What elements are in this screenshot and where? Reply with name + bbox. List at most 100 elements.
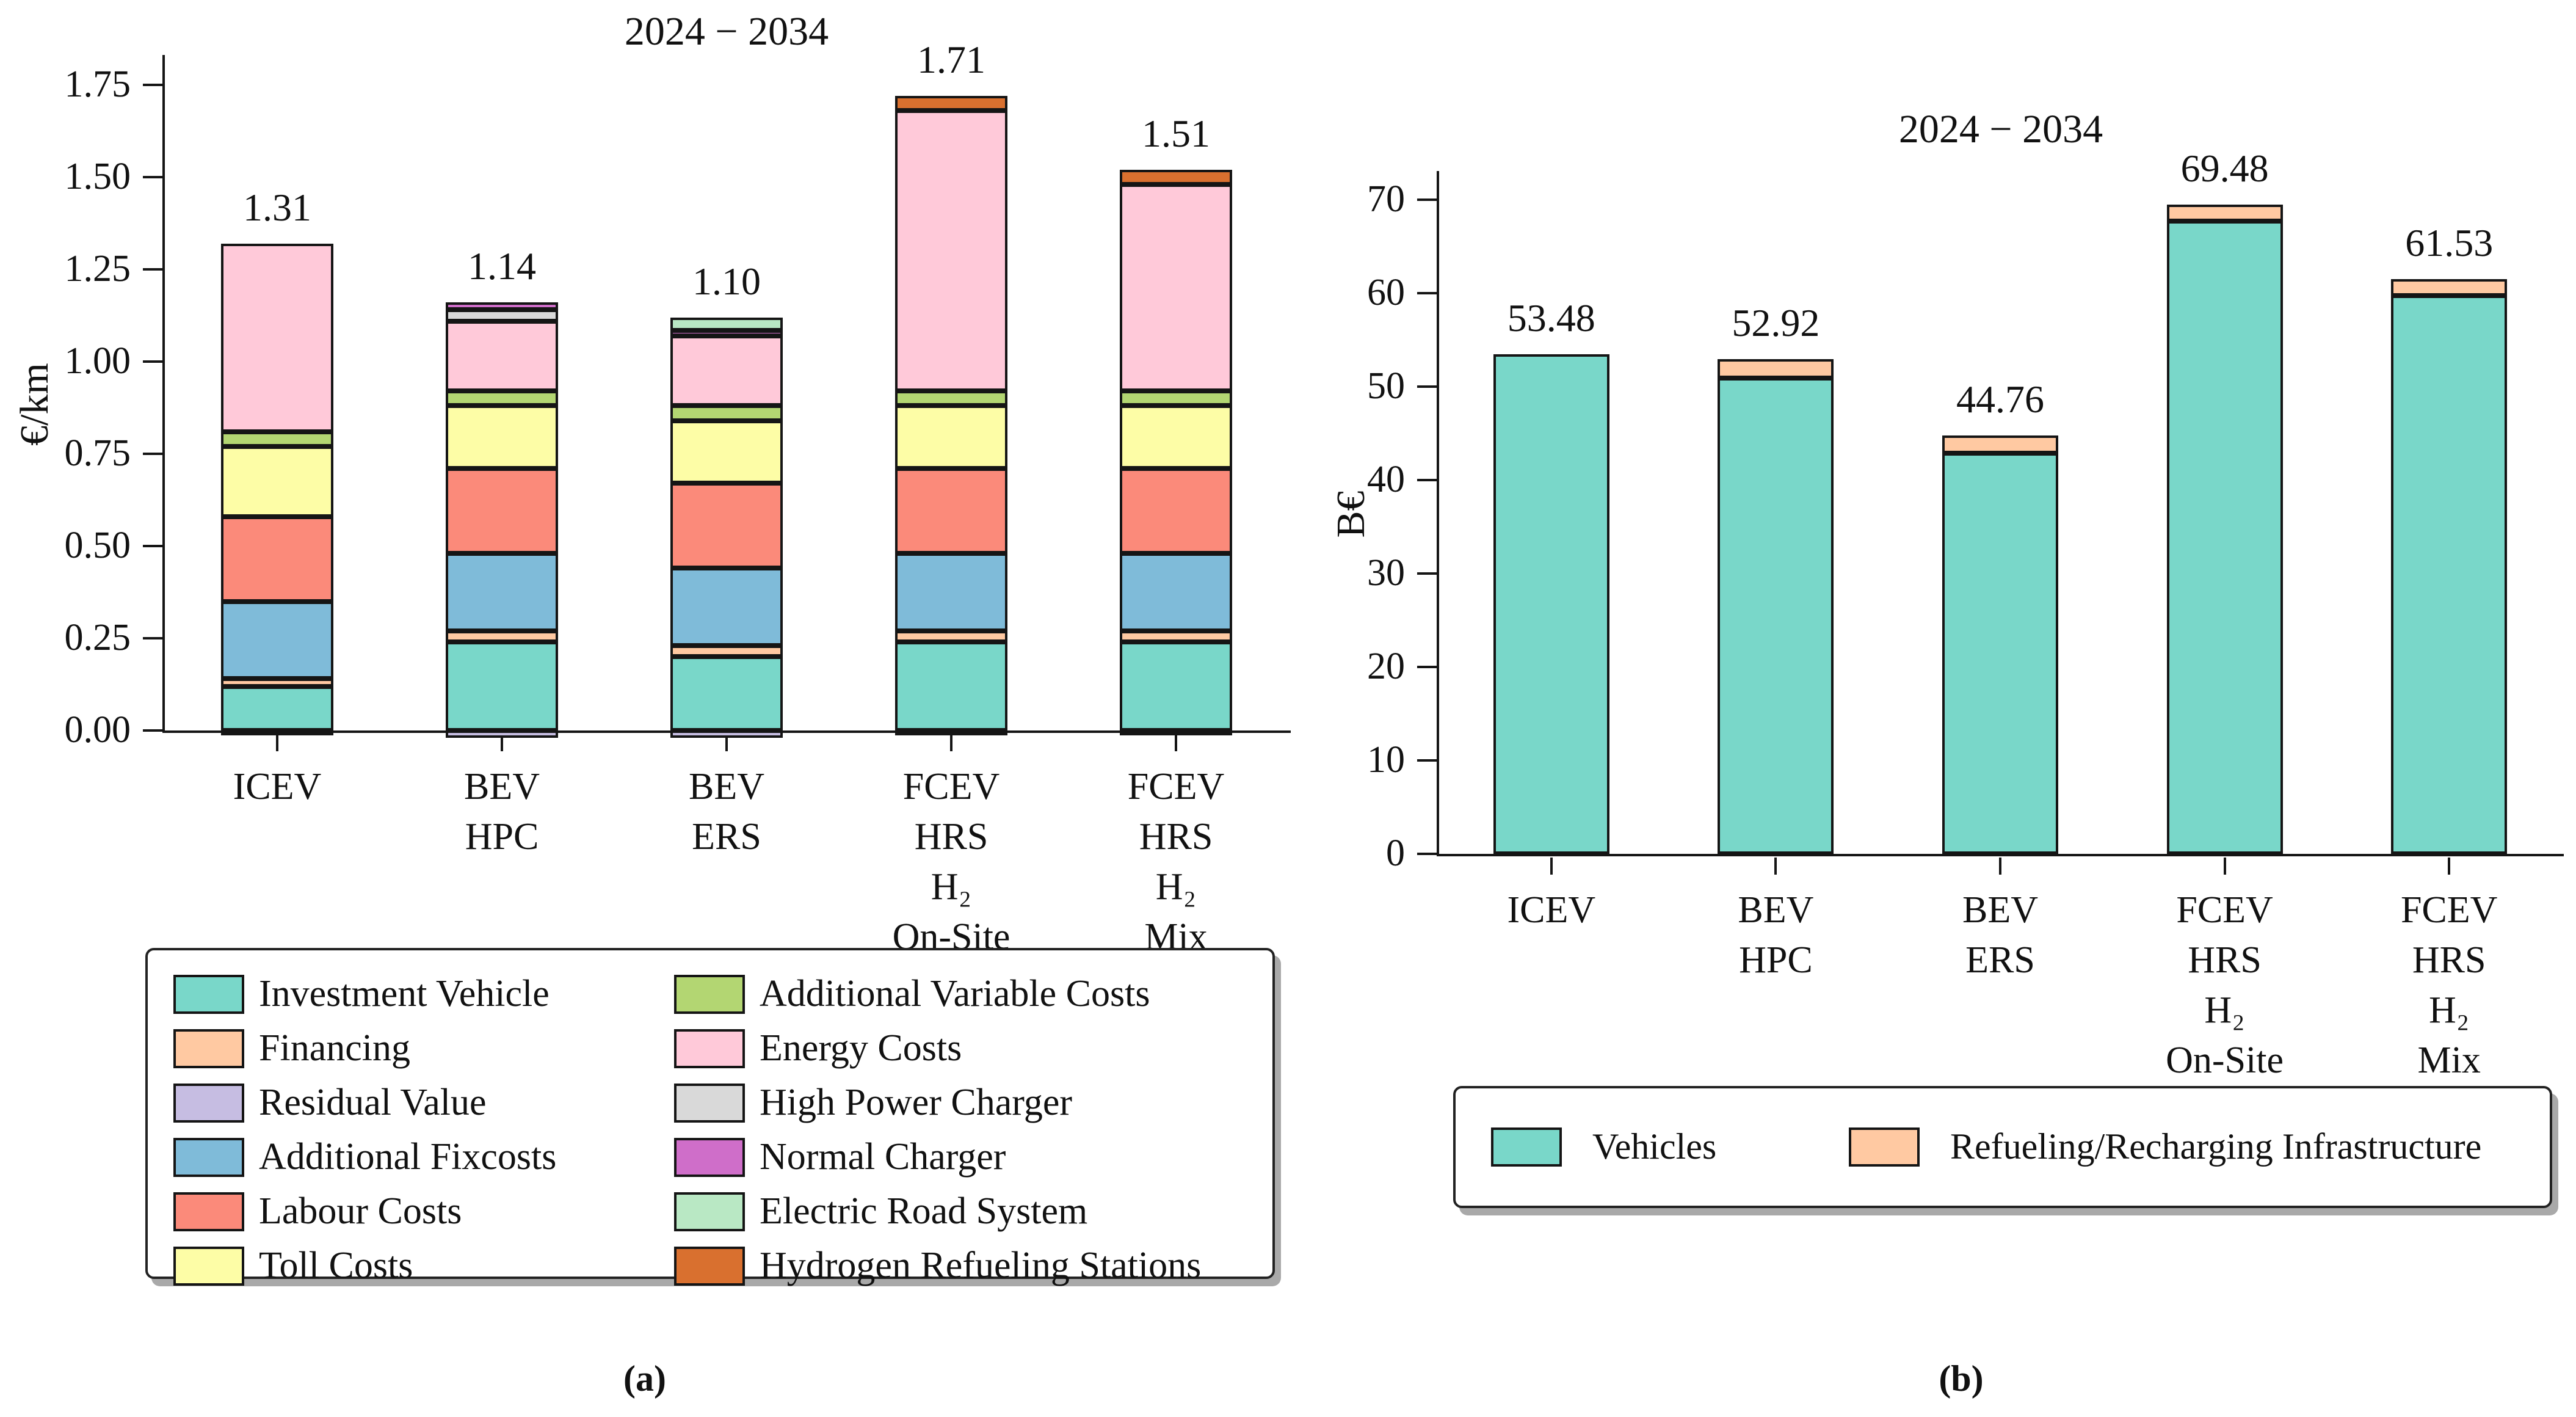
legend-swatch <box>173 1192 244 1231</box>
bar-segment <box>670 646 783 657</box>
caption-a: (a) <box>623 1358 666 1399</box>
bar-value-label: 1.14 <box>468 244 536 288</box>
legend-swatch <box>1849 1127 1920 1167</box>
y-tick-mark <box>1417 666 1437 668</box>
x-tick-label: HPC <box>1739 939 1813 981</box>
x-tick-label: H₂ <box>931 866 972 908</box>
bar-segment <box>446 642 558 730</box>
y-tick-mark <box>1417 292 1437 294</box>
legend-label: Refueling/Recharging Infrastructure <box>1950 1126 2482 1167</box>
legend-label: Vehicles <box>1592 1126 1717 1167</box>
bar-segment <box>446 302 558 310</box>
bar-segment <box>895 642 1007 730</box>
y-tick-mark <box>1417 385 1437 388</box>
bar-segment <box>446 553 558 631</box>
y-tick-mark <box>143 84 162 86</box>
legend-swatch <box>173 1084 244 1123</box>
y-tick-label: 0.00 <box>64 709 131 751</box>
x-tick-label: FCEV <box>1127 766 1225 807</box>
bar-segment <box>670 317 783 330</box>
x-axis-spine <box>162 730 1291 733</box>
x-tick-label: HRS <box>2188 939 2262 981</box>
legend-label: Investment Vehicle <box>259 973 550 1014</box>
bar-segment <box>1718 359 1834 378</box>
legend-label: Labour Costs <box>259 1190 462 1232</box>
bar-segment <box>1120 642 1232 730</box>
x-tick-mark <box>2223 858 2226 875</box>
bar-segment <box>1120 184 1232 392</box>
x-tick-label: H₂ <box>2204 989 2245 1031</box>
y-axis-spine <box>162 55 165 733</box>
bar-segment <box>1120 630 1232 643</box>
x-tick-mark <box>1999 858 2001 875</box>
x-tick-mark <box>1774 858 1777 875</box>
y-tick-label: 0.75 <box>64 432 131 474</box>
legend-label: High Power Charger <box>760 1082 1072 1123</box>
y-tick-mark <box>1417 572 1437 575</box>
bar-segment <box>670 406 783 421</box>
bar-segment <box>221 601 333 679</box>
bar-value-label: 44.76 <box>1956 377 2044 421</box>
bar-segment <box>221 686 333 730</box>
y-tick-mark <box>143 637 162 639</box>
y-tick-mark <box>1417 853 1437 855</box>
y-tick-label: 1.75 <box>64 64 131 105</box>
y-tick-label: 1.00 <box>64 340 131 382</box>
y-tick-label: 40 <box>1367 459 1405 500</box>
bar-value-label: 1.71 <box>917 38 985 82</box>
bar-segment <box>895 553 1007 631</box>
bar-value-label: 61.53 <box>2405 220 2494 264</box>
x-tick-label: BEV <box>1738 889 1814 931</box>
bar-segment <box>1120 169 1232 185</box>
y-tick-label: 0.50 <box>64 525 131 566</box>
x-tick-label: HRS <box>2412 939 2486 981</box>
bar-value-label: 69.48 <box>2180 146 2269 190</box>
x-tick-label: FCEV <box>2176 889 2273 931</box>
legend-label: Additional Fixcosts <box>259 1136 557 1178</box>
x-tick-label: HRS <box>1139 816 1213 858</box>
bar-value-label: 52.92 <box>1732 301 1820 345</box>
y-tick-mark <box>143 360 162 363</box>
bar-segment <box>895 391 1007 406</box>
bar-segment <box>446 310 558 321</box>
legend-swatch <box>674 1247 745 1286</box>
legend-swatch <box>674 975 745 1014</box>
y-tick-mark <box>143 453 162 455</box>
x-axis-spine <box>1437 854 2564 856</box>
bar-segment <box>1718 377 1834 854</box>
bar-segment <box>670 657 783 730</box>
bar-value-label: 53.48 <box>1507 296 1595 340</box>
x-tick-label: HRS <box>914 816 989 858</box>
x-tick-mark <box>501 734 503 751</box>
y-tick-label: 60 <box>1367 272 1405 313</box>
y-tick-label: 50 <box>1367 365 1405 407</box>
y-tick-mark <box>143 176 162 178</box>
legend-swatch <box>674 1029 745 1068</box>
bar-segment <box>2391 279 2507 296</box>
x-tick-label: On-Site <box>2166 1040 2284 1081</box>
bar-segment <box>895 111 1007 392</box>
bar-segment <box>446 468 558 554</box>
legend-label: Hydrogen Refueling Stations <box>760 1245 1202 1286</box>
legend-swatch <box>674 1138 745 1177</box>
bar-segment <box>670 568 783 646</box>
bar-segment <box>1120 391 1232 406</box>
legend-swatch <box>674 1192 745 1231</box>
bar-segment <box>1120 468 1232 554</box>
x-tick-label: ICEV <box>1507 889 1596 931</box>
y-tick-label: 30 <box>1367 552 1405 594</box>
x-tick-label: BEV <box>464 766 540 807</box>
legend-swatch <box>173 1138 244 1177</box>
y-tick-label: 70 <box>1367 178 1405 220</box>
legend-swatch <box>173 1247 244 1286</box>
bar-segment <box>1120 406 1232 469</box>
x-tick-label: ERS <box>1965 939 2035 981</box>
bar-segment <box>670 420 783 484</box>
bar-segment <box>670 330 783 336</box>
y-tick-label: 0.25 <box>64 617 131 658</box>
x-tick-mark <box>950 734 952 751</box>
y-tick-label: 10 <box>1367 739 1405 781</box>
bar-segment <box>446 391 558 406</box>
